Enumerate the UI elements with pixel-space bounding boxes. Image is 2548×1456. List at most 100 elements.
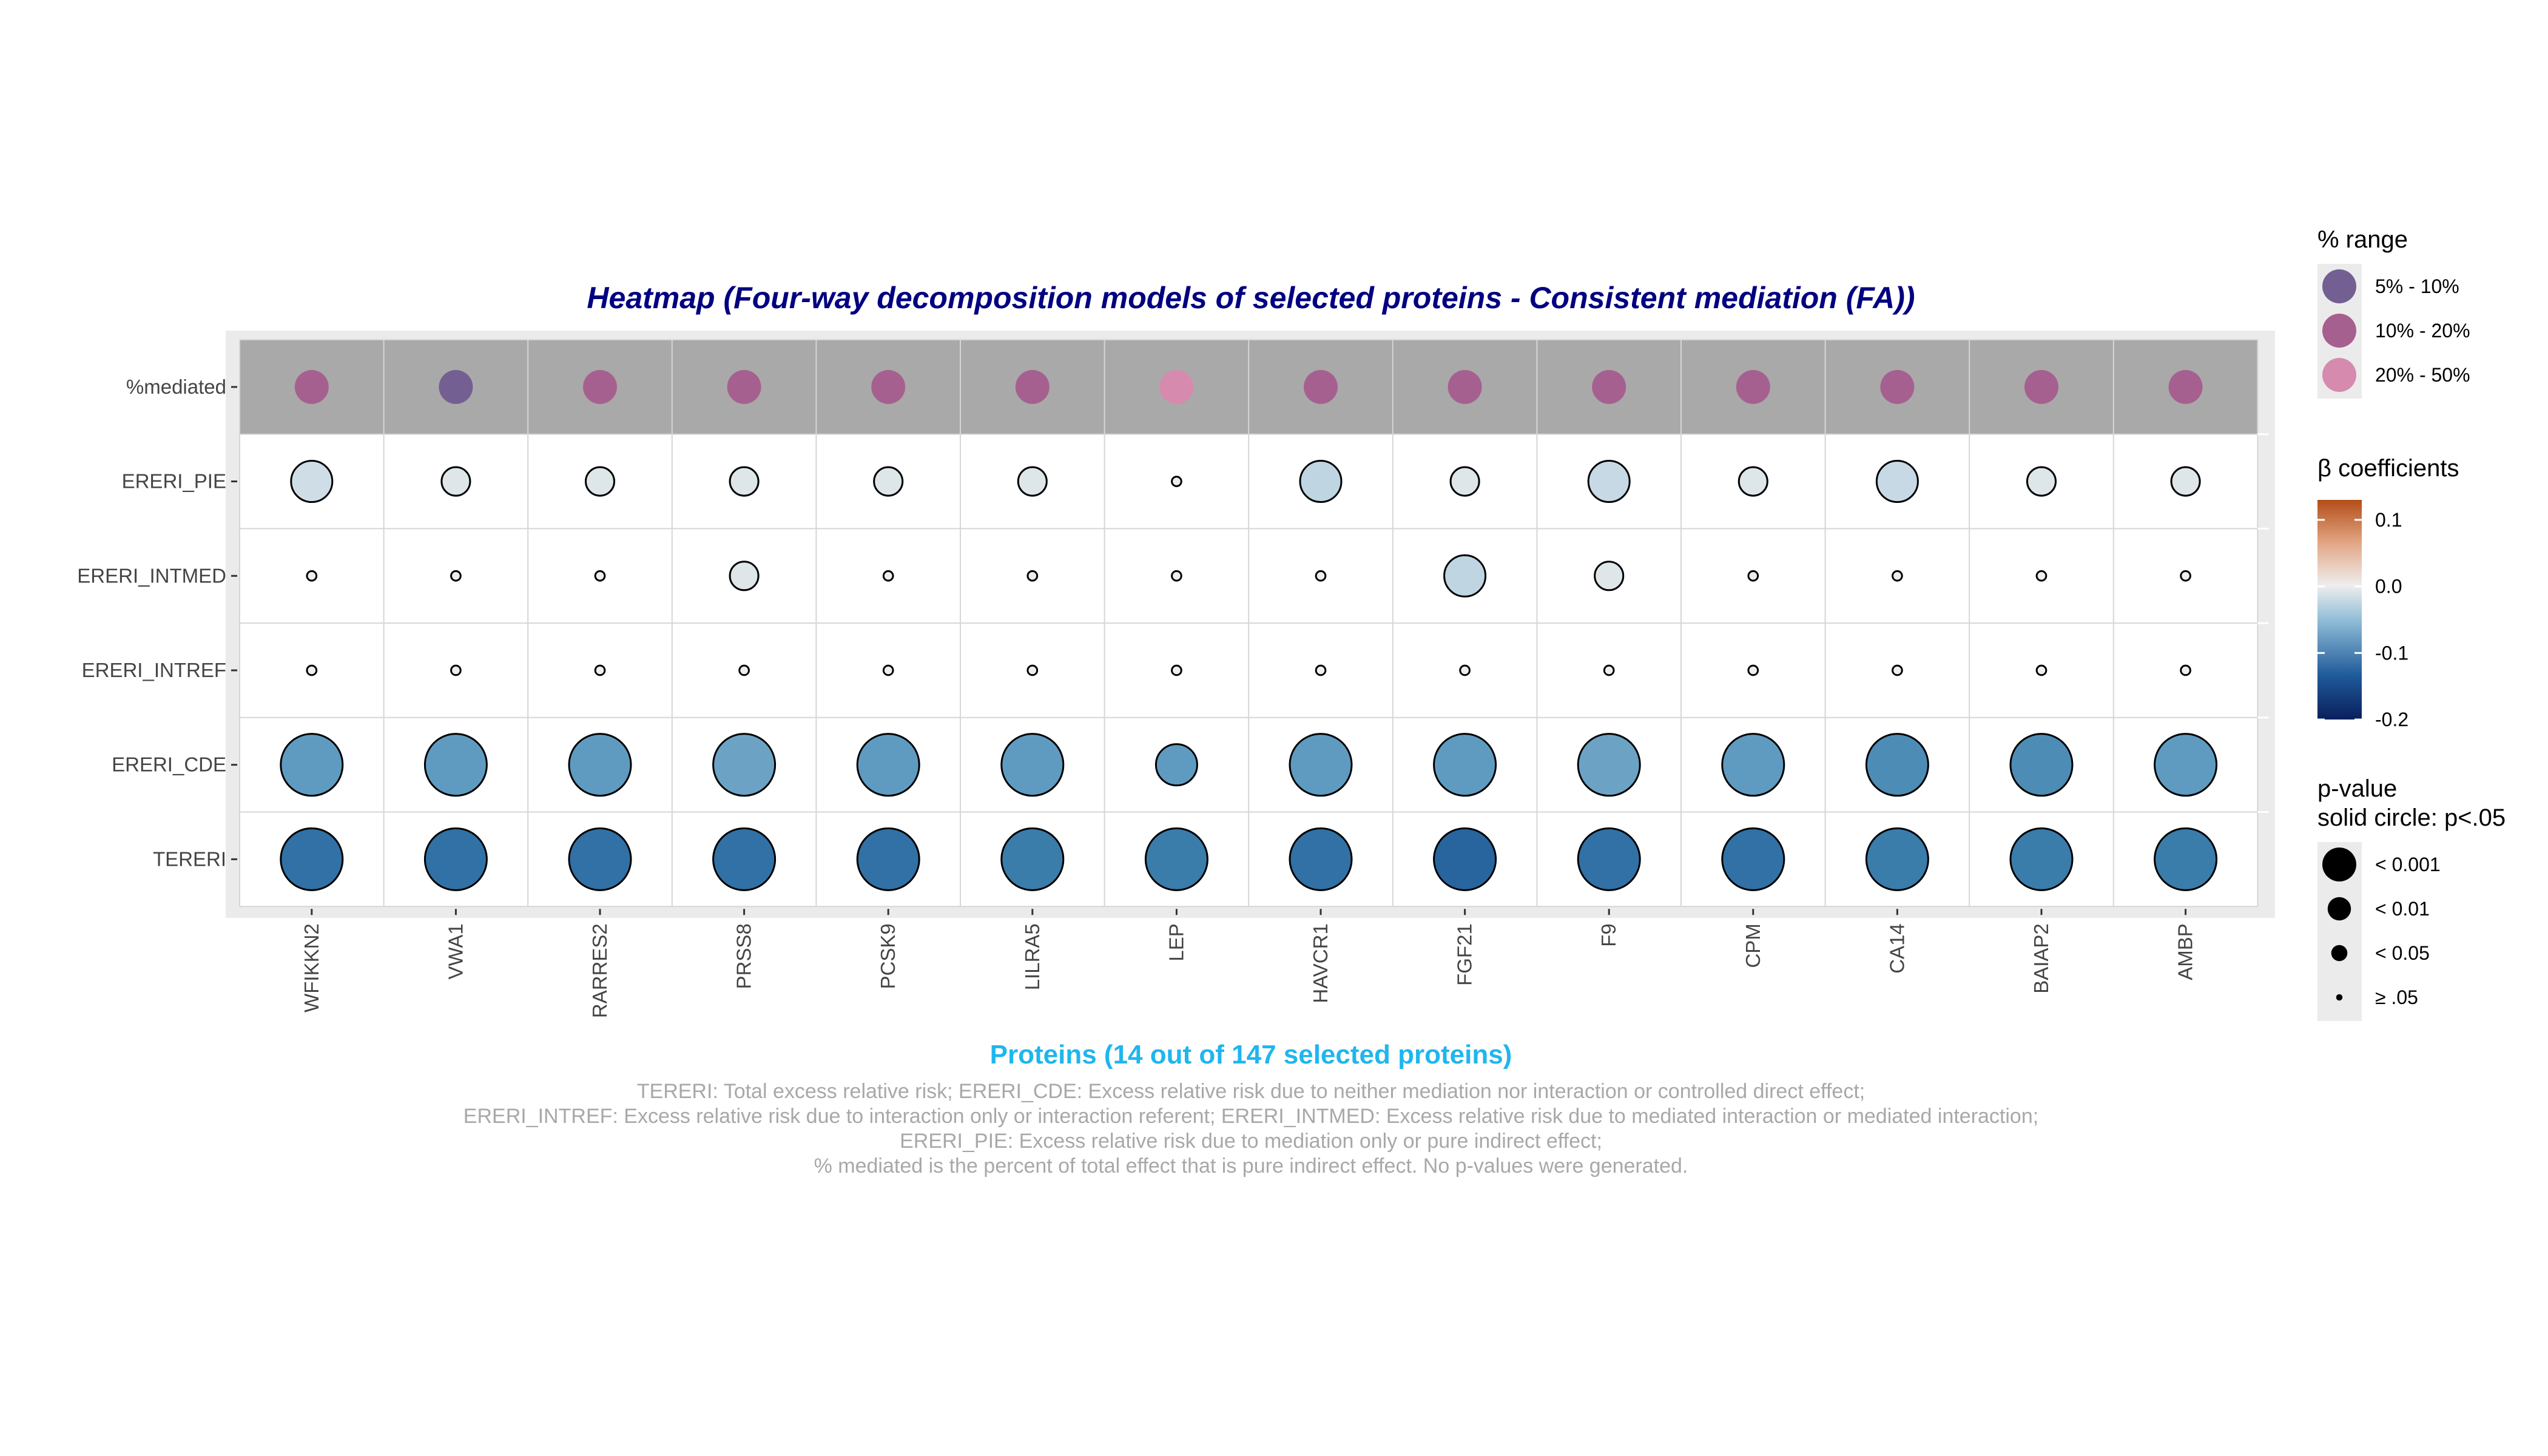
legend-p-label: < 0.01 xyxy=(2375,898,2430,920)
beta-circle xyxy=(1299,460,1343,504)
beta-circle xyxy=(2180,570,2191,582)
legend-p-label: < 0.05 xyxy=(2375,942,2430,964)
legend-beta-tick-label: -0.2 xyxy=(2375,709,2408,730)
beta-circle xyxy=(2009,827,2074,891)
beta-circle xyxy=(882,664,894,676)
beta-circle xyxy=(1289,733,1353,797)
column-label: BAIAP2 xyxy=(2030,923,2052,994)
caption-line-2: ERERI_INTREF: Excess relative risk due t… xyxy=(463,1105,2038,1128)
column-label: F9 xyxy=(1597,923,1620,947)
x-axis-label: Proteins (14 out of 147 selected protein… xyxy=(990,1040,1512,1070)
column-label: RARRES2 xyxy=(588,923,611,1018)
row-label: ERERI_CDE xyxy=(112,753,226,776)
legend-p-label: ≥ .05 xyxy=(2375,986,2418,1008)
column-label: CA14 xyxy=(1886,923,1908,974)
beta-circle xyxy=(1892,570,1903,582)
beta-circle xyxy=(1026,664,1039,676)
heatmap-grid xyxy=(239,339,2269,908)
row-label: ERERI_PIE xyxy=(122,470,226,493)
legend-range-label: 5% - 10% xyxy=(2375,275,2459,297)
caption-line-1: TERERI: Total excess relative risk; ERER… xyxy=(637,1080,1865,1103)
beta-circle xyxy=(306,570,318,582)
beta-circle xyxy=(856,827,920,891)
mediated-dot xyxy=(1304,369,1338,404)
beta-circle xyxy=(1875,460,1919,504)
caption-line-3: ERERI_PIE: Excess relative risk due to m… xyxy=(900,1130,1602,1153)
mediated-dot xyxy=(1015,369,1050,404)
legend-range-title: % range xyxy=(2317,226,2408,253)
legend-range-dot xyxy=(2322,269,2356,303)
beta-circle xyxy=(584,466,616,497)
legend-range-label: 10% - 20% xyxy=(2375,320,2470,342)
legend-p-dot xyxy=(2322,848,2356,881)
mediated-dot xyxy=(294,369,329,404)
row-label: ERERI_INTREF xyxy=(82,659,226,681)
column-label: LEP xyxy=(1165,923,1187,961)
beta-circle xyxy=(1603,664,1615,676)
beta-circle xyxy=(280,827,344,891)
beta-circle xyxy=(729,561,760,592)
beta-circle xyxy=(2154,733,2218,797)
beta-circle xyxy=(423,733,488,797)
beta-circle xyxy=(2026,466,2057,497)
beta-circle xyxy=(306,664,318,676)
column-label: WFIKKN2 xyxy=(300,923,323,1013)
beta-circle xyxy=(1026,570,1039,582)
legend-p-dot xyxy=(2336,994,2343,1001)
legend-beta-ticks: 0.1 0.0 -0.1 -0.2 xyxy=(2317,509,2408,730)
column-label: HAVCR1 xyxy=(1309,923,1332,1003)
beta-circle xyxy=(450,664,462,676)
legend-p: p-value solid circle: p<.05 < 0.001< 0.0… xyxy=(2317,775,2506,1021)
beta-circle xyxy=(2154,827,2218,891)
beta-circle xyxy=(1449,466,1480,497)
mediated-dot xyxy=(2168,369,2203,404)
column-label: AMBP xyxy=(2174,923,2197,980)
beta-circle xyxy=(1577,827,1641,891)
beta-circle xyxy=(1721,827,1785,891)
mediated-dot xyxy=(1880,369,1915,404)
legend-range: % range 5% - 10% 10% - 20% 20% - 50% xyxy=(2317,226,2470,399)
legend-beta-tick-label: 0.0 xyxy=(2375,576,2402,598)
beta-circle xyxy=(450,570,462,582)
beta-circle xyxy=(1865,733,1929,797)
beta-circle xyxy=(1315,664,1327,676)
beta-circle xyxy=(1144,827,1208,891)
legend-beta: β coefficients 0.1 0.0 -0.1 -0.2 xyxy=(2317,455,2459,730)
column-labels: WFIKKN2 VWA1 RARRES2 PRSS8 PCSK9 LILRA5 LEP HAV… xyxy=(300,909,2197,1018)
row-label: TERERI xyxy=(153,848,226,870)
legend-range-items: 5% - 10% 10% - 20% 20% - 50% xyxy=(2322,269,2470,392)
legend-range-dot xyxy=(2322,358,2356,392)
beta-circle xyxy=(290,460,334,504)
beta-circle xyxy=(1721,733,1785,797)
column-label: PRSS8 xyxy=(733,923,755,989)
beta-circle xyxy=(568,827,632,891)
beta-circle xyxy=(1459,664,1471,676)
column-label: LILRA5 xyxy=(1021,923,1043,990)
row-label: %mediated xyxy=(126,376,226,398)
beta-circle xyxy=(856,733,920,797)
beta-circle xyxy=(1577,733,1641,797)
column-label: CPM xyxy=(1742,923,1764,968)
beta-circle xyxy=(1587,460,1631,504)
beta-circle xyxy=(1443,554,1487,598)
beta-circle xyxy=(1017,466,1048,497)
legend-beta-title: β coefficients xyxy=(2317,455,2459,482)
beta-circle xyxy=(738,664,750,676)
beta-circle xyxy=(1747,570,1759,582)
mediated-dot xyxy=(1592,369,1626,404)
heatmap-cells xyxy=(280,369,2218,891)
column-label: FGF21 xyxy=(1454,923,1476,986)
legend-range-label: 20% - 50% xyxy=(2375,364,2470,386)
row-labels: %mediated ERERI_PIE ERERI_INTMED ERERI_INTR… xyxy=(77,376,237,870)
beta-circle xyxy=(873,466,904,497)
legend-p-dot xyxy=(2327,897,2351,921)
mediated-dot xyxy=(583,369,617,404)
legend-p-items: < 0.001 < 0.01 < 0.05 ≥ .05 xyxy=(2322,848,2441,1008)
beta-circle xyxy=(2009,733,2074,797)
legend-p-dot xyxy=(2331,945,2348,962)
beta-circle xyxy=(440,466,471,497)
beta-circle xyxy=(2180,664,2191,676)
beta-circle xyxy=(1433,827,1497,891)
beta-circle xyxy=(594,664,606,676)
